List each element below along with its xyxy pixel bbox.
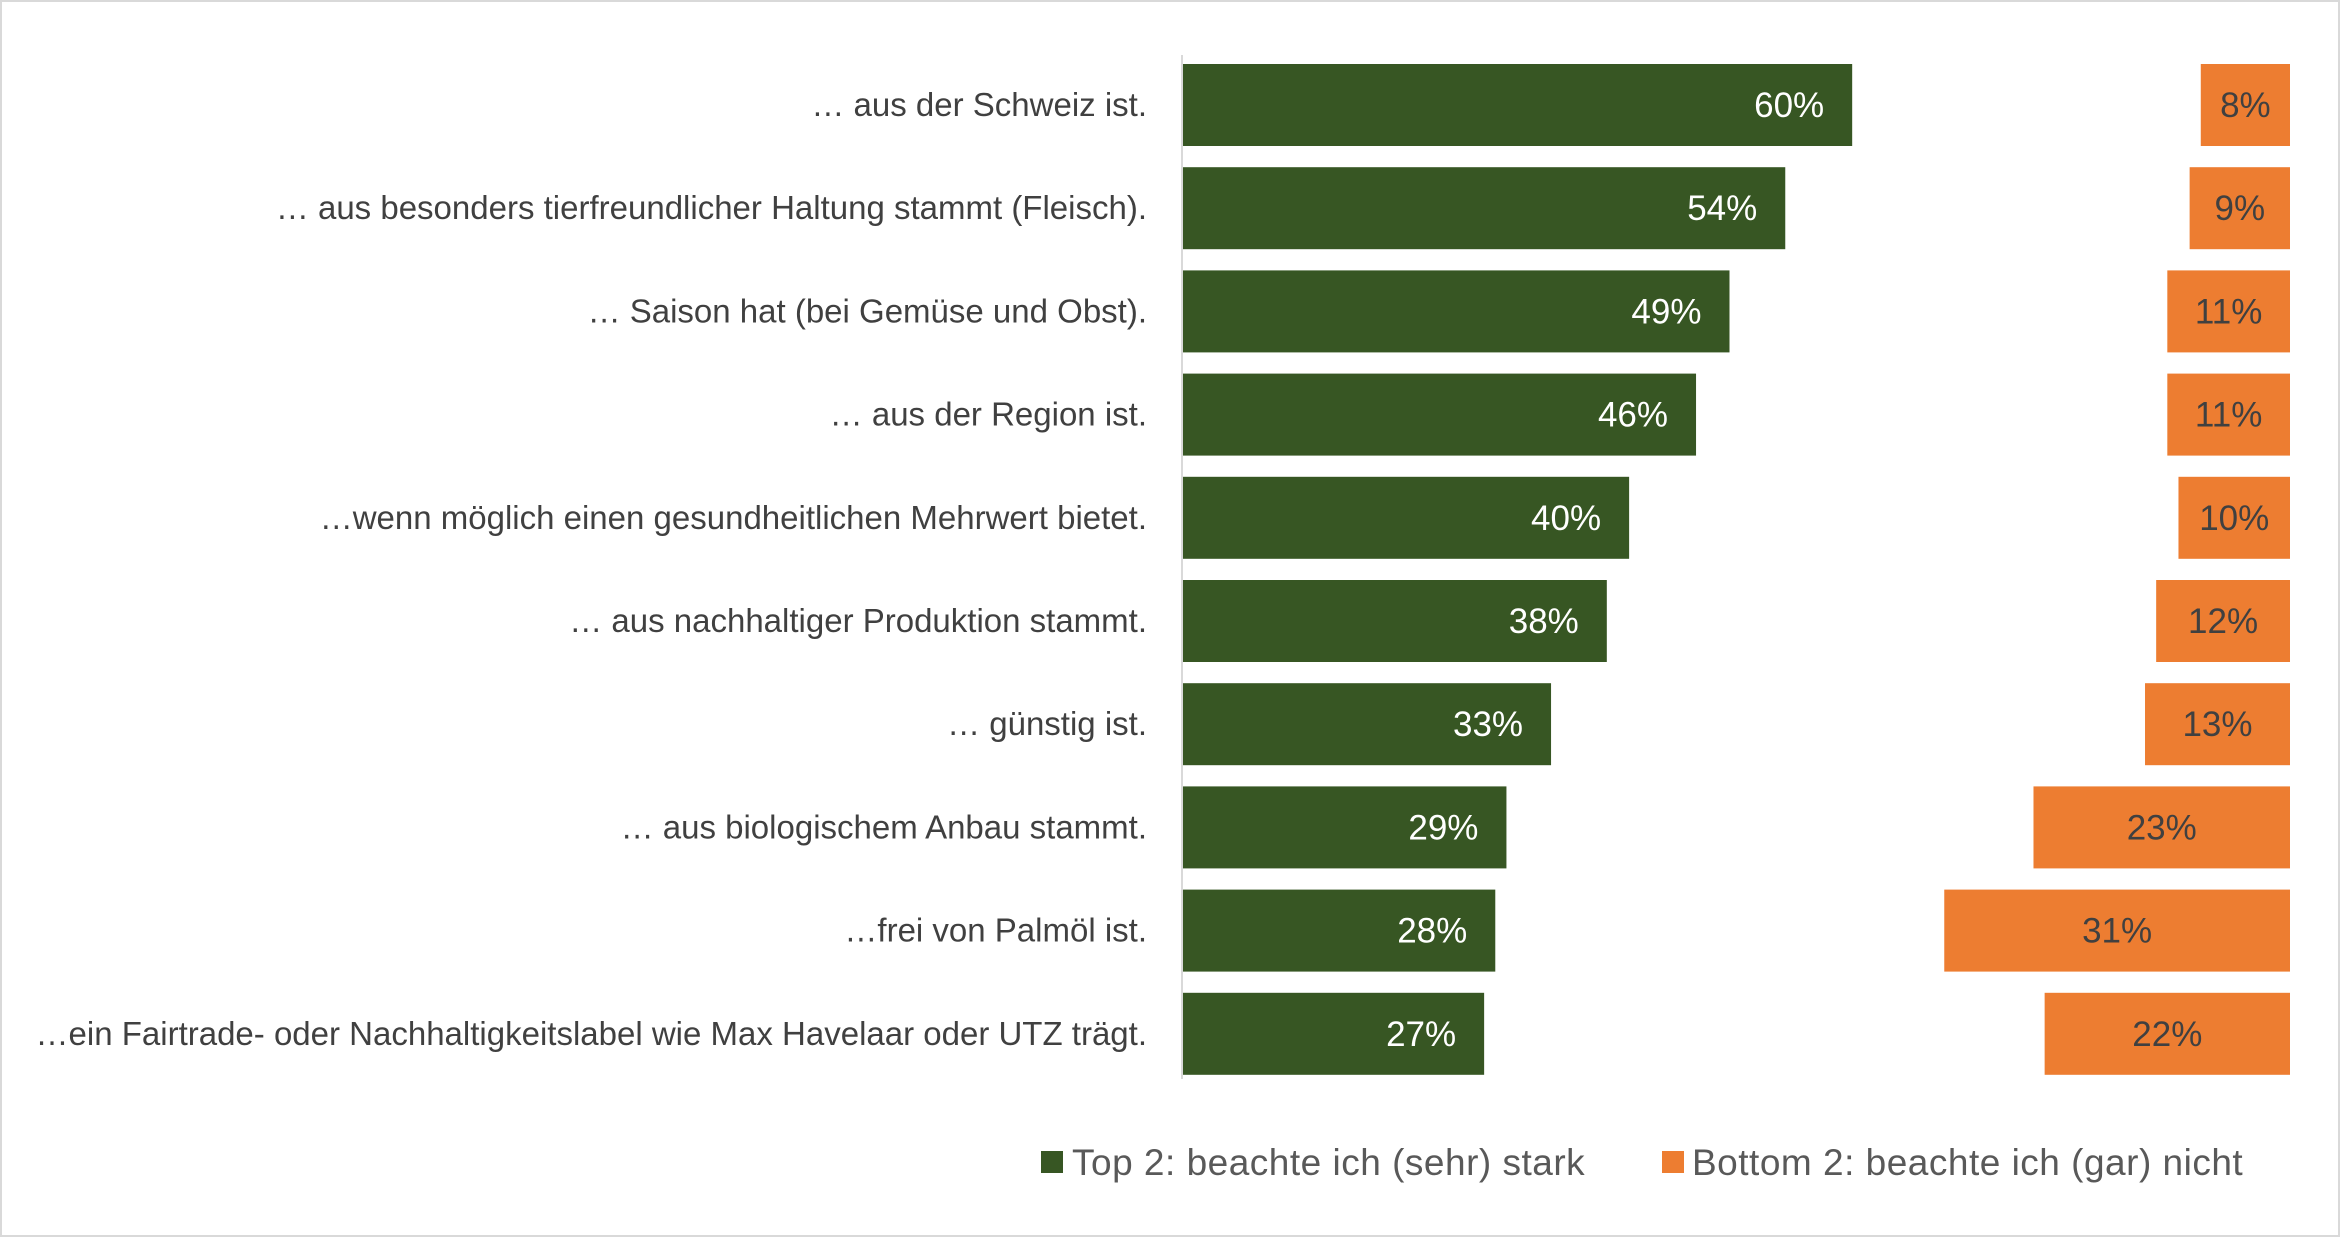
category-label: … aus der Schweiz ist. xyxy=(811,86,1147,123)
bottom2-bar xyxy=(2044,992,2290,1075)
top2-value-label: 60% xyxy=(1754,86,1824,125)
top2-value-label: 27% xyxy=(1386,1015,1456,1054)
top2-bar xyxy=(1183,683,1552,766)
bottom2-value-label: 23% xyxy=(2127,808,2197,847)
top2-bar xyxy=(1183,373,1697,456)
bottom2-bar xyxy=(2033,786,2290,869)
legend-top2-swatch xyxy=(1041,1151,1063,1173)
category-label: … aus nachhaltiger Produktion stammt. xyxy=(569,602,1147,639)
category-label: … aus biologischem Anbau stammt. xyxy=(621,808,1147,845)
top2-bar xyxy=(1183,476,1630,559)
bottom2-bar xyxy=(2178,476,2290,559)
category-label: …wenn möglich einen gesundheitlichen Meh… xyxy=(320,499,1147,536)
bottom2-value-label: 8% xyxy=(2220,86,2271,125)
bottom2-series: 8% 9% 11% 11% 10% 12% 13% 23% 31% 22% xyxy=(1944,64,2290,1075)
legend: Top 2: beachte ich (sehr) stark Bottom 2… xyxy=(1041,1142,2243,1183)
top2-bar xyxy=(1183,580,1607,662)
bottom2-bar xyxy=(2156,580,2290,662)
top2-value-label: 28% xyxy=(1397,912,1467,951)
bottom2-value-label: 10% xyxy=(2199,499,2269,538)
bottom2-bar xyxy=(2167,373,2290,456)
bottom2-bar xyxy=(2200,64,2290,146)
category-label: … günstig ist. xyxy=(947,705,1147,742)
bottom2-bar xyxy=(1944,889,2290,972)
bottom2-value-label: 31% xyxy=(2082,912,2152,951)
top2-value-label: 49% xyxy=(1631,292,1701,331)
bottom2-value-label: 13% xyxy=(2182,705,2252,744)
legend-bottom2-swatch xyxy=(1662,1151,1684,1173)
top2-bar xyxy=(1183,270,1730,353)
top2-bar xyxy=(1183,64,1853,146)
top2-value-label: 46% xyxy=(1598,396,1668,435)
bottom2-value-label: 9% xyxy=(2215,189,2266,228)
top2-series: 60% 54% 49% 46% 40% 38% 33% 29% 28% 27% xyxy=(1183,64,1853,1075)
bottom2-value-label: 12% xyxy=(2188,602,2258,641)
top2-value-label: 29% xyxy=(1408,808,1478,847)
bottom2-bar xyxy=(2189,167,2290,250)
top2-bar xyxy=(1183,167,1786,250)
bottom2-value-label: 11% xyxy=(2195,396,2262,435)
top2-value-label: 38% xyxy=(1509,602,1579,641)
category-label: …frei von Palmöl ist. xyxy=(844,912,1147,949)
legend-top2-label: Top 2: beachte ich (sehr) stark xyxy=(1072,1142,1585,1183)
bottom2-value-label: 11% xyxy=(2195,292,2262,331)
category-label: …ein Fairtrade- oder Nachhaltigkeitslabe… xyxy=(36,1015,1147,1052)
category-labels: … aus der Schweiz ist. … aus besonders ti… xyxy=(36,86,1147,1052)
top2-value-label: 40% xyxy=(1531,499,1601,538)
top2-bar xyxy=(1183,992,1485,1075)
category-label: … Saison hat (bei Gemüse und Obst). xyxy=(588,292,1147,329)
category-label: … aus besonders tierfreundlicher Haltung… xyxy=(276,189,1147,226)
top2-bar xyxy=(1183,889,1496,972)
legend-bottom2-label: Bottom 2: beachte ich (gar) nicht xyxy=(1692,1142,2243,1183)
top2-bar xyxy=(1183,786,1507,869)
category-label: … aus der Region ist. xyxy=(830,396,1147,433)
top2-value-label: 54% xyxy=(1687,189,1757,228)
bottom2-bar xyxy=(2145,683,2290,766)
top2-value-label: 33% xyxy=(1453,705,1523,744)
bottom2-value-label: 22% xyxy=(2132,1015,2202,1054)
bottom2-bar xyxy=(2167,270,2290,353)
